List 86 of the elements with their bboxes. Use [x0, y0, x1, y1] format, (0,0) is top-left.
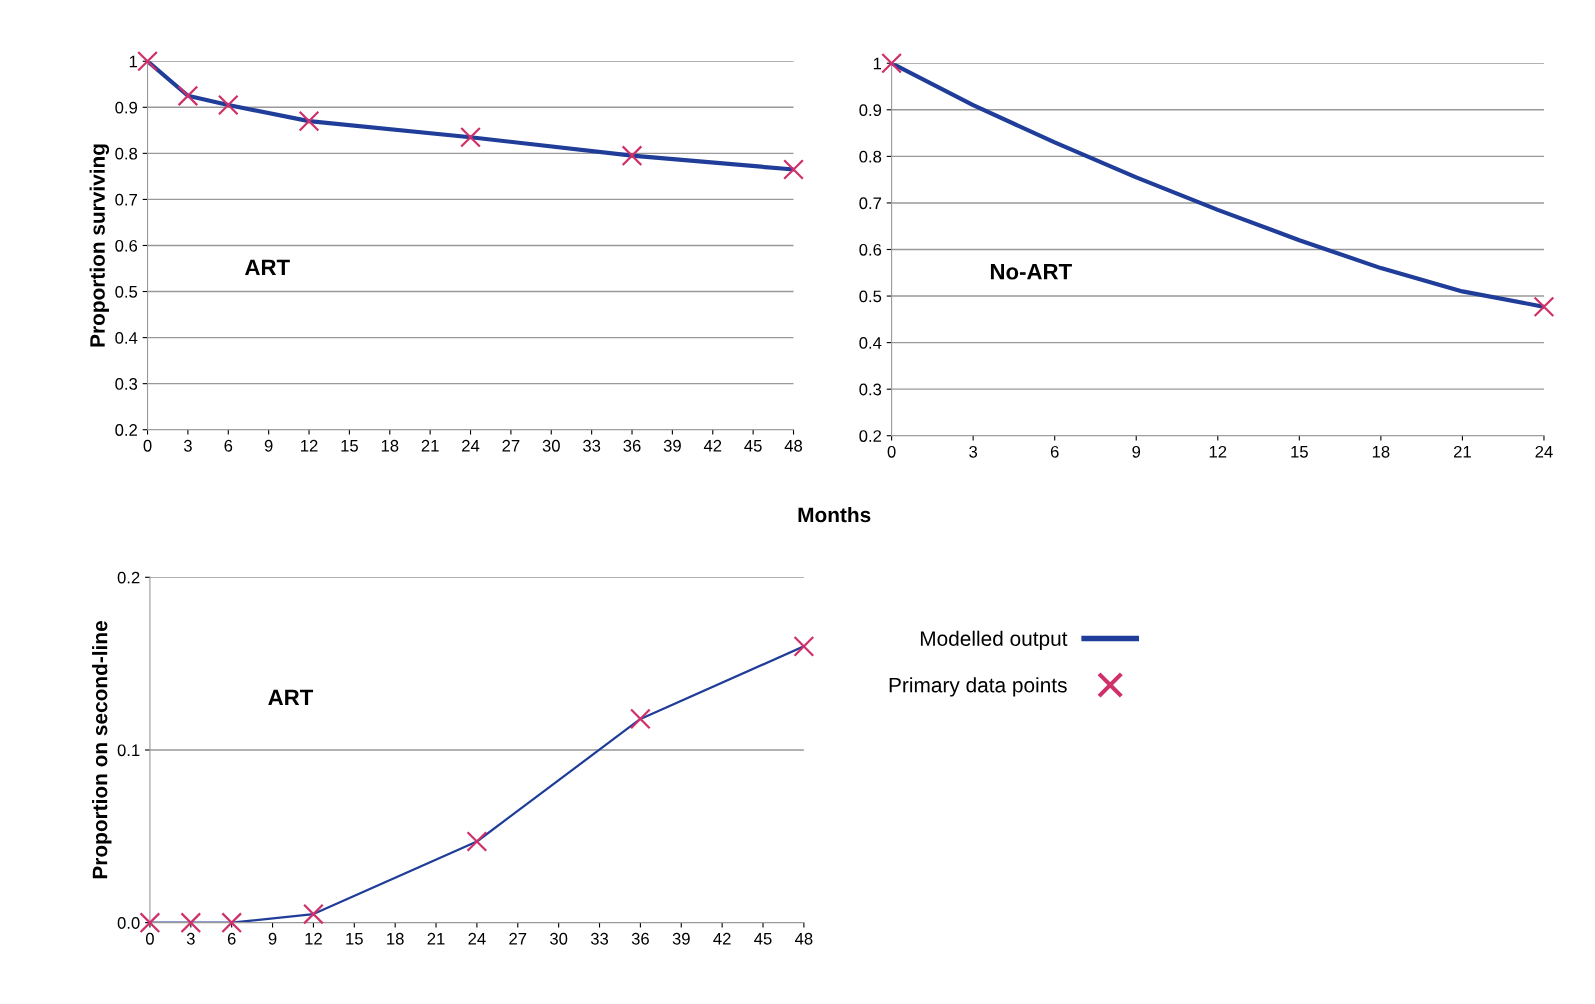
y-tick-label: 0.7: [859, 197, 882, 210]
x-tick-label: 6: [1050, 445, 1059, 458]
y-tick-label: 0.1: [117, 744, 140, 757]
y-tick-label: 0.0: [117, 917, 140, 929]
point: [302, 903, 324, 925]
x-tick-label: 21: [1453, 445, 1471, 458]
x-tick-label: 21: [421, 439, 439, 452]
point: [221, 912, 243, 934]
y-axis-title: Proportion surviving: [89, 144, 110, 347]
x-tick-label: 36: [623, 439, 641, 452]
y-tick-label: 0.3: [859, 383, 882, 396]
x-tick-label: 6: [224, 439, 233, 452]
x-tick-label: 15: [346, 933, 363, 945]
point: [180, 912, 202, 934]
x-tick-label: 45: [744, 440, 762, 452]
x-axis-title: Months: [798, 506, 871, 523]
point: [621, 145, 643, 167]
x-tick-label: 18: [1372, 445, 1390, 458]
legend-label: Modelled output: [920, 630, 1068, 651]
x-tick-label: 42: [703, 439, 722, 452]
x-tick-label: 12: [301, 439, 318, 452]
x-tick-label: 24: [462, 439, 480, 452]
y-tick-label: 0.3: [115, 378, 138, 390]
y-tick-label: 0.2: [115, 424, 137, 436]
x-tick-label: 33: [583, 439, 601, 452]
x-tick-label: 18: [387, 932, 404, 945]
annotation: No-ART: [990, 264, 1072, 280]
y-tick-label: 0.2: [859, 430, 882, 442]
point: [139, 912, 161, 934]
y-tick-label: 0.6: [859, 243, 882, 256]
point: [217, 94, 239, 116]
x-tick-label: 0: [145, 932, 154, 945]
x-tick-label: 30: [542, 439, 560, 452]
y-axis-title: Proportion on second-line: [92, 621, 112, 879]
point: [466, 831, 488, 852]
x-tick-label: 48: [794, 932, 813, 945]
y-tick-label: 0.4: [859, 337, 882, 349]
point: [783, 159, 804, 180]
x-tick-label: 0: [887, 445, 896, 458]
x-tick-label: 45: [754, 933, 772, 945]
x-tick-label: 39: [663, 439, 681, 452]
x-tick-label: 0: [143, 439, 152, 452]
x-tick-label: 12: [1209, 445, 1227, 458]
y-tick-label: 0.5: [859, 290, 882, 303]
x-tick-label: 9: [1132, 445, 1141, 458]
y-tick-label: 0.7: [115, 193, 137, 206]
x-tick-label: 15: [1291, 446, 1308, 458]
legend-label: Primary data points: [889, 677, 1067, 697]
x-tick-label: 3: [183, 439, 192, 452]
x-tick-label: 3: [969, 445, 978, 458]
x-tick-label: 9: [264, 439, 273, 452]
point: [793, 635, 815, 657]
y-tick-label: 0.8: [859, 150, 882, 163]
x-tick-label: 21: [427, 932, 445, 945]
x-tick-label: 9: [268, 932, 277, 945]
annotation: ART: [268, 689, 314, 706]
x-tick-label: 24: [468, 932, 486, 945]
annotation: ART: [244, 259, 290, 275]
point: [460, 126, 481, 148]
y-tick-label: 0.9: [859, 104, 882, 117]
point: [177, 85, 199, 107]
x-tick-label: 30: [550, 932, 568, 945]
x-tick-label: 12: [305, 932, 322, 945]
x-tick-label: 15: [341, 440, 358, 452]
x-tick-label: 36: [631, 932, 649, 945]
x-tick-label: 6: [227, 932, 236, 945]
x-tick-label: 24: [1535, 445, 1553, 458]
point: [137, 50, 158, 72]
x-tick-label: 27: [509, 932, 527, 945]
x-tick-label: 42: [713, 932, 731, 945]
y-tick-label: 0.5: [115, 285, 138, 298]
y-tick-label: 1: [129, 55, 137, 68]
y-tick-label: 0.8: [115, 147, 138, 160]
x-tick-label: 48: [784, 439, 803, 452]
y-tick-label: 1: [873, 57, 882, 70]
y-tick-label: 0.9: [115, 101, 138, 114]
x-tick-label: 3: [186, 932, 195, 945]
x-tick-label: 39: [672, 932, 690, 945]
x-tick-label: 18: [381, 439, 399, 452]
point: [629, 708, 651, 730]
y-tick-label: 0.2: [117, 571, 140, 584]
point: [298, 110, 320, 132]
y-tick-label: 0.4: [115, 332, 138, 344]
y-tick-label: 0.6: [115, 239, 138, 252]
x-tick-label: 33: [590, 932, 609, 945]
x-tick-label: 27: [502, 439, 520, 452]
